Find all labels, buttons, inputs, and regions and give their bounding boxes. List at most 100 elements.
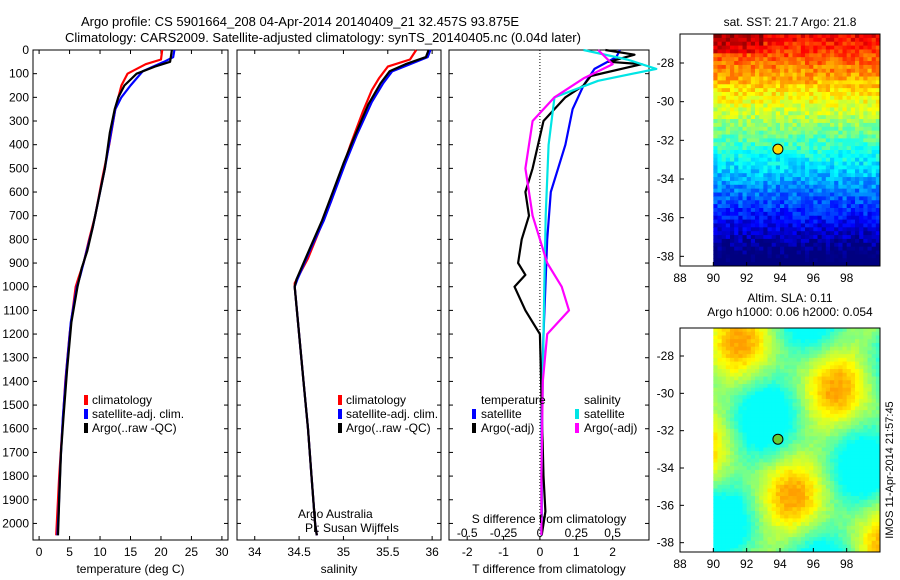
temperature-xlabel: temperature (deg C) bbox=[76, 562, 184, 576]
sla-map-xtick-label: 90 bbox=[707, 557, 721, 571]
sla-map-xtick-label: 88 bbox=[673, 557, 687, 571]
difference-s-tick-label: 0.5 bbox=[604, 526, 621, 540]
salinity-legend-swatch bbox=[338, 409, 342, 419]
sst-map-xtick-label: 88 bbox=[673, 271, 687, 285]
temperature-ytick-label: 1600 bbox=[2, 422, 29, 436]
difference-xtick-label: -2 bbox=[462, 545, 473, 559]
difference-xtick-label: 0 bbox=[537, 545, 544, 559]
title-line-1: Argo profile: CS 5901664_208 04-Apr-2014… bbox=[81, 14, 519, 29]
sla-map-ytick-label: -36 bbox=[657, 498, 675, 512]
temperature-series-line bbox=[56, 49, 173, 536]
sla-map-argo-marker bbox=[772, 433, 784, 445]
sst-map-ytick-label: -32 bbox=[657, 133, 675, 147]
temperature-ytick-label: 1400 bbox=[2, 374, 29, 388]
sla-map-ytick-label: -28 bbox=[657, 349, 675, 363]
temperature-legend-label: Argo(..raw -QC) bbox=[92, 421, 177, 435]
temperature-ytick-label: 1200 bbox=[2, 327, 29, 341]
sst-map-ytick-label: -34 bbox=[657, 172, 675, 186]
sst-map-ytick-label: -30 bbox=[657, 95, 675, 109]
sla-map-xtick-label: 96 bbox=[807, 557, 821, 571]
salinity-xtick-label: 35 bbox=[337, 545, 351, 559]
sst-map-xtick-label: 94 bbox=[773, 271, 787, 285]
temperature-legend-swatch bbox=[84, 395, 88, 405]
difference-xtick-label: 2 bbox=[609, 545, 616, 559]
sst-map-xtick-label: 96 bbox=[807, 271, 821, 285]
difference-s-tick-label: 0 bbox=[537, 526, 544, 540]
temperature-xtick-label: 20 bbox=[154, 545, 168, 559]
sst-map-xtick-label: 90 bbox=[707, 271, 721, 285]
salinity-legend-swatch bbox=[338, 423, 342, 433]
sla-map-field bbox=[713, 328, 881, 553]
sst-map-ytick-label: -38 bbox=[657, 249, 675, 263]
difference-xlabel: T difference from climatology bbox=[472, 562, 626, 576]
salinity-xtick-label: 35.5 bbox=[376, 545, 400, 559]
sst-map-ytick-label: -36 bbox=[657, 211, 675, 225]
sst-map-panel: 88 90 92 94 96 98 -28 -30 -32 -34 -36 -38 sat. SST: … bbox=[657, 15, 881, 285]
vertical-stamp: IMOS 11-Apr-2014 21:57:45 bbox=[884, 401, 896, 538]
difference-legend-salinity-title: salinity bbox=[584, 393, 621, 407]
temperature-ytick-label: 1700 bbox=[2, 445, 29, 459]
difference-s-tick-label: 0.25 bbox=[565, 526, 589, 540]
temperature-xtick-label: 25 bbox=[185, 545, 199, 559]
sla-map-ytick-label: -34 bbox=[657, 461, 675, 475]
salinity-series-line bbox=[293, 49, 430, 536]
temperature-ytick-label: 1100 bbox=[3, 303, 29, 317]
temperature-ytick-label: 700 bbox=[9, 209, 29, 223]
sla-map-xtick-label: 92 bbox=[740, 557, 754, 571]
salinity-axes-box bbox=[236, 49, 442, 541]
salinity-xtick-label: 34 bbox=[248, 545, 262, 559]
difference-xtick-label: 1 bbox=[573, 545, 580, 559]
difference-legend-swatch bbox=[575, 423, 579, 433]
temperature-ytick-label: 1800 bbox=[2, 469, 29, 483]
salinity-xlabel: salinity bbox=[321, 562, 358, 576]
difference-s-tick-label: -0.5 bbox=[457, 526, 478, 540]
difference-legend-label: Argo(-adj) bbox=[584, 421, 637, 435]
salinity-legend-swatch bbox=[338, 395, 342, 405]
sst-map-title: sat. SST: 21.7 Argo: 21.8 bbox=[724, 15, 857, 29]
temperature-ytick-label: 300 bbox=[9, 114, 29, 128]
temperature-ytick-label: 200 bbox=[9, 90, 29, 104]
salinity-xtick-label: 34.5 bbox=[287, 545, 311, 559]
difference-series-line bbox=[524, 49, 614, 536]
difference-legend-swatch bbox=[472, 423, 476, 433]
title-line-2: Climatology: CARS2009. Satellite-adjuste… bbox=[65, 30, 581, 45]
temperature-ytick-label: 1000 bbox=[2, 280, 29, 294]
sla-map-xtick-label: 94 bbox=[773, 557, 787, 571]
temperature-ytick-label: 1300 bbox=[2, 351, 29, 365]
difference-legend-label: satellite bbox=[481, 407, 522, 421]
temperature-xtick-label: 15 bbox=[124, 545, 138, 559]
temperature-legend-swatch bbox=[84, 409, 88, 419]
temperature-xtick-label: 0 bbox=[36, 545, 43, 559]
difference-legend-swatch bbox=[472, 409, 476, 419]
sst-map-xtick-label: 92 bbox=[740, 271, 754, 285]
temperature-ytick-label: 0 bbox=[22, 43, 29, 57]
difference-legend-swatch bbox=[575, 409, 579, 419]
temperature-xtick-label: 5 bbox=[66, 545, 73, 559]
pi-text: PI: Susan Wijffels bbox=[305, 521, 399, 535]
temperature-xtick-label: 10 bbox=[93, 545, 107, 559]
temperature-ytick-label: 900 bbox=[9, 256, 29, 270]
sla-map-xtick-label: 98 bbox=[840, 557, 854, 571]
difference-axes-box bbox=[448, 49, 650, 541]
sst-map-xtick-label: 98 bbox=[840, 271, 854, 285]
temperature-ytick-label: 1500 bbox=[2, 398, 29, 412]
temperature-legend-label: climatology bbox=[92, 393, 152, 407]
temperature-ytick-label: 600 bbox=[9, 185, 29, 199]
temperature-panel: 0 5 10 15 20 25 300100200300400500600700800900… bbox=[2, 43, 229, 576]
temperature-ytick-label: 400 bbox=[9, 138, 29, 152]
temperature-legend-label: satellite-adj. clim. bbox=[92, 407, 184, 421]
difference-legend-temperature-title: temperature bbox=[481, 393, 546, 407]
sst-map-argo-marker bbox=[772, 143, 784, 155]
difference-xtick-label: -1 bbox=[498, 545, 509, 559]
temperature-ytick-label: 100 bbox=[9, 67, 29, 81]
difference-series-line bbox=[513, 48, 643, 536]
temperature-ytick-label: 800 bbox=[9, 232, 29, 246]
sst-map-ytick-label: -28 bbox=[657, 56, 675, 70]
temperature-ytick-label: 2000 bbox=[2, 516, 29, 530]
salinity-xtick-label: 36 bbox=[425, 545, 439, 559]
sla-map-panel: 88 90 92 94 96 98 -28 -30 -32 -34 -36 -38 Altim. SLA… bbox=[657, 291, 881, 571]
temperature-legend-swatch bbox=[84, 423, 88, 433]
credit-text: Argo Australia bbox=[298, 507, 373, 521]
difference-legend-label: satellite bbox=[584, 407, 625, 421]
